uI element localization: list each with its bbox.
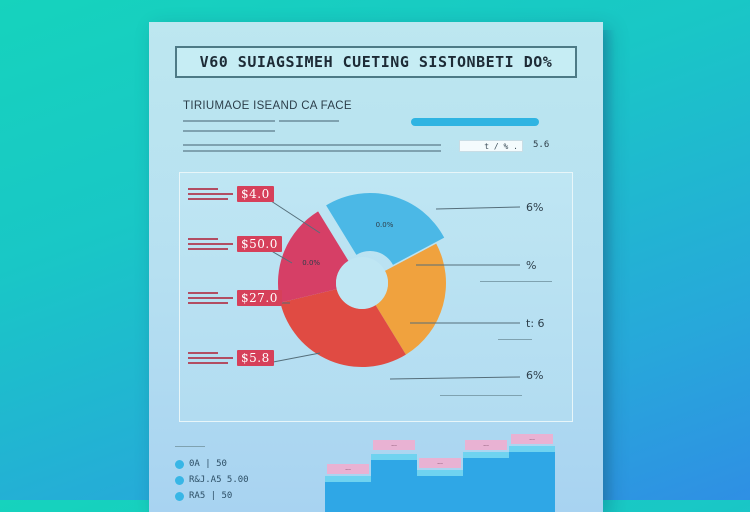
text-line <box>175 446 205 447</box>
section-heading: TIRIUMAOE ISEAND CA FACE <box>183 100 352 112</box>
value-tag: $4.0 <box>237 186 274 202</box>
text-line <box>183 144 441 146</box>
bar <box>509 446 555 512</box>
bar-strip: ... ... ... ... ... <box>325 434 563 512</box>
text-line <box>480 281 552 282</box>
slice-label: 0.0% <box>376 221 394 229</box>
donut-chart: 0.0% 0.0% <box>267 193 521 380</box>
pie-slice <box>278 211 349 303</box>
text-line <box>183 130 275 132</box>
document-page: V60 SUIAGSIMEH CUETING SISTONBETI DO% TI… <box>149 22 603 512</box>
leader-line <box>435 206 521 210</box>
bar-cap: ... <box>511 434 553 444</box>
value-tag: $27.0 <box>237 290 282 306</box>
text-line <box>498 339 532 340</box>
bottom-label: 0A | 50 <box>189 459 227 469</box>
left-label: $4.0 <box>188 185 274 203</box>
donut-hole <box>336 257 388 309</box>
value-tag: $5.8 <box>237 350 274 366</box>
value-tag: $50.0 <box>237 236 282 252</box>
left-label: $5.8 <box>188 349 274 367</box>
page-title: V60 SUIAGSIMEH CUETING SISTONBETI DO% <box>175 46 577 78</box>
bottom-label: R&J.A5 5.00 <box>189 475 249 485</box>
bar-cap: ... <box>465 440 507 450</box>
leader-line <box>267 198 321 234</box>
pie-slice <box>375 243 446 355</box>
bullet-dot <box>175 476 184 485</box>
right-label: % <box>526 259 537 272</box>
page-shadow <box>603 30 615 500</box>
right-label: t: 6 <box>526 317 545 330</box>
bar-cap: ... <box>327 464 369 474</box>
text-line <box>183 150 441 152</box>
left-label: $50.0 <box>188 235 282 253</box>
bullet-dot <box>175 492 184 501</box>
slice-label: 0.0% <box>302 259 320 267</box>
bullet-dot <box>175 460 184 469</box>
chart-panel: 0.0% 0.0% $4.0 $50.0 $27.0 $5.8 6% % t: 6… <box>179 172 573 422</box>
text-line <box>440 395 522 396</box>
bar <box>325 476 371 512</box>
bottom-label: RA5 | 50 <box>189 491 233 501</box>
text-line <box>183 120 275 122</box>
right-label: 6% <box>526 201 544 214</box>
left-label: $27.0 <box>188 289 282 307</box>
stat-value: 5.6 <box>533 140 550 150</box>
bar-cap: ... <box>419 458 461 468</box>
leader-line <box>267 352 321 364</box>
bar-cap: ... <box>373 440 415 450</box>
right-label: 6% <box>526 369 544 382</box>
pie-slice <box>280 289 406 367</box>
stat-box: t / % . <box>459 140 523 152</box>
pie-slice <box>326 193 445 265</box>
bar <box>417 470 463 512</box>
text-line <box>279 120 339 122</box>
bar <box>371 454 417 512</box>
leader-line <box>389 376 521 380</box>
progress-bar <box>411 118 539 126</box>
bar <box>463 452 509 512</box>
